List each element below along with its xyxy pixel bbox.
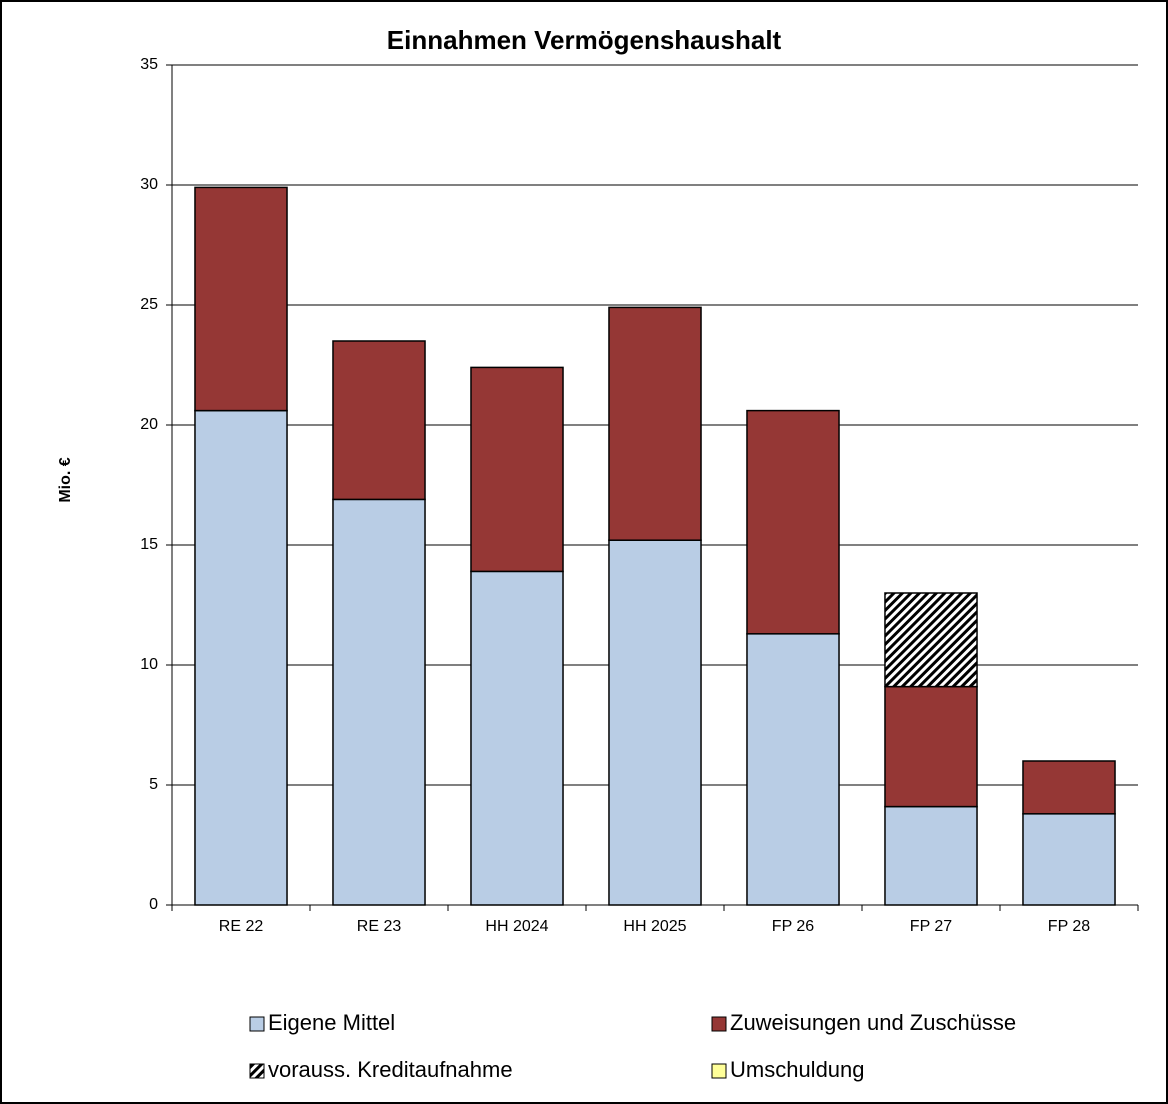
- y-tick-label: 15: [140, 536, 158, 553]
- y-tick-label: 0: [149, 896, 158, 913]
- bar-segment: [470, 570, 564, 906]
- bar-segment: [884, 805, 978, 906]
- x-tick-label: RE 23: [357, 918, 402, 935]
- bar-segment: [194, 186, 288, 412]
- bar-segment: [608, 306, 702, 541]
- legend-swatch: [249, 1016, 265, 1032]
- legend-label: Eigene Mittel: [268, 1010, 395, 1035]
- x-tick-label: RE 22: [219, 918, 264, 935]
- y-tick-label: 25: [140, 296, 158, 313]
- legend-label: vorauss. Kreditaufnahme: [268, 1057, 513, 1082]
- y-axis-label: Mio. €: [57, 457, 74, 502]
- x-tick-label: FP 28: [1048, 918, 1091, 935]
- x-tick-label: FP 26: [772, 918, 815, 935]
- bar-segment: [332, 498, 426, 906]
- legend-label: Umschuldung: [730, 1057, 865, 1082]
- bar-segment: [470, 366, 564, 573]
- bar-segment: [194, 409, 288, 906]
- legend-swatch: [711, 1063, 727, 1079]
- x-tick-label: HH 2024: [485, 918, 548, 935]
- bar-segment: [1022, 760, 1116, 815]
- y-tick-label: 10: [140, 656, 158, 673]
- y-tick-label: 30: [140, 176, 158, 193]
- y-tick-label: 20: [140, 416, 158, 433]
- legend-swatch: [711, 1016, 727, 1032]
- x-tick-label: HH 2025: [623, 918, 686, 935]
- bar-segment: [884, 685, 978, 808]
- bar-segment: [884, 592, 978, 688]
- bar-segment: [746, 633, 840, 906]
- x-tick-label: FP 27: [910, 918, 953, 935]
- legend-label: Zuweisungen und Zuschüsse: [730, 1010, 1016, 1035]
- y-tick-label: 5: [149, 776, 158, 793]
- bar-segment: [608, 539, 702, 906]
- chart-title: Einnahmen Vermögenshaushalt: [387, 25, 782, 55]
- bar-segment: [1022, 813, 1116, 906]
- legend-swatch: [249, 1063, 265, 1079]
- y-tick-label: 35: [140, 56, 158, 73]
- bar-segment: [746, 409, 840, 635]
- bar-segment: [332, 340, 426, 501]
